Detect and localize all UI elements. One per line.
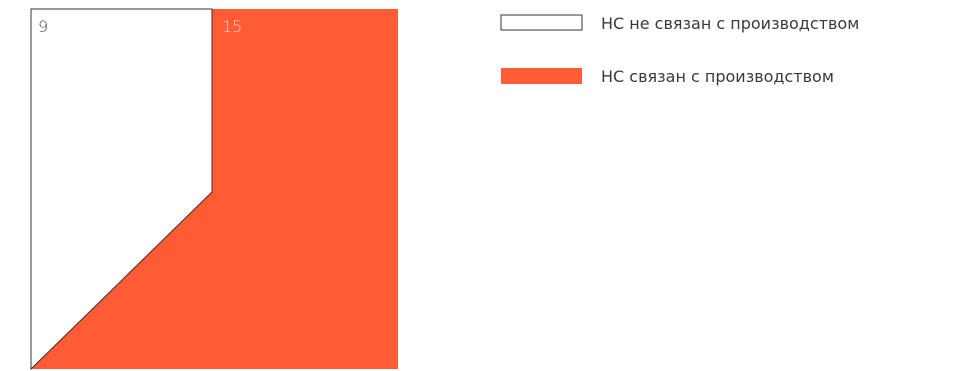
legend-label-unrelated: НС не связан с производством bbox=[601, 14, 859, 33]
value-label-unrelated: 9 bbox=[38, 17, 48, 36]
area-unrelated bbox=[30, 8, 213, 371]
value-label-related: 15 bbox=[222, 17, 242, 36]
plot-area: 9 15 bbox=[30, 8, 398, 371]
legend: НС не связан с производством НС связан с… bbox=[500, 14, 859, 86]
legend-swatch-related bbox=[501, 68, 582, 84]
area-related bbox=[31, 9, 398, 369]
legend-swatch-unrelated bbox=[500, 14, 583, 31]
legend-label-related: НС связан с производством bbox=[601, 67, 834, 86]
